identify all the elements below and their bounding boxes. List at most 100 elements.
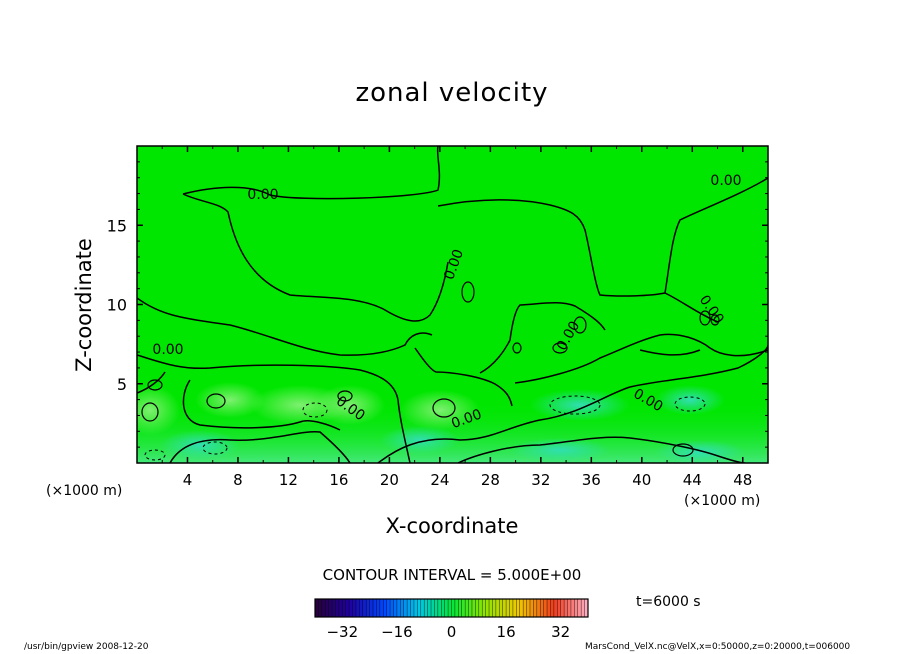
colorbar-cell	[359, 599, 364, 617]
colorbar-cell	[396, 599, 401, 617]
colorbar-cell	[471, 599, 476, 617]
x-tick-label: 16	[329, 471, 348, 489]
colorbar-cell	[424, 599, 428, 617]
colorbar-cell	[441, 599, 445, 617]
y-axis: 5 10 15	[107, 145, 768, 464]
colorbar-cell	[355, 599, 360, 617]
colorbar-cell	[379, 599, 384, 617]
colorbar-cell	[383, 599, 387, 617]
colorbar-cell	[315, 599, 319, 617]
colorbar-cell	[400, 599, 405, 617]
colorbar-cell	[332, 599, 336, 617]
colorbar-cell	[523, 599, 527, 617]
velocity-field	[137, 146, 768, 463]
y-axis-label: Z-coordinate	[72, 238, 96, 372]
contour-label: 0.00	[710, 173, 741, 189]
x-tick-label: 40	[632, 471, 651, 489]
contour-label: 0.00	[152, 342, 183, 358]
colorbar-cell	[444, 599, 449, 617]
colorbar-cell	[577, 599, 582, 617]
colorbar-cell	[475, 599, 480, 617]
colorbar-ticks: −32 −16 0 16 32	[326, 623, 570, 641]
colorbar-tick-label: −16	[381, 623, 413, 641]
colorbar-cell	[434, 599, 439, 617]
x-axis: 4 8 12 16 20 24 28 32 36 40 44 48	[136, 146, 769, 489]
colorbar-cell	[485, 599, 490, 617]
x-axis-label: X-coordinate	[385, 514, 519, 538]
colorbar-cell	[495, 599, 500, 617]
colorbar-cell	[540, 599, 544, 617]
colorbar-cell	[465, 599, 469, 617]
colorbar-cell	[342, 599, 347, 617]
x-tick-label: 28	[481, 471, 500, 489]
colorbar-tick-label: 16	[497, 623, 516, 641]
colorbar-cell	[335, 599, 340, 617]
colorbar-cell	[366, 599, 370, 617]
colorbar-cell	[492, 599, 497, 617]
colorbar-cell	[448, 599, 452, 617]
colorbar-cell	[584, 599, 589, 617]
colorbar-cell	[417, 599, 422, 617]
contour-lines	[137, 146, 768, 463]
colorbar-cell	[393, 599, 398, 617]
colorbar-cell	[403, 599, 408, 617]
colorbar-cell	[533, 599, 538, 617]
colorbar-cell	[386, 599, 391, 617]
colorbar-cell	[461, 599, 466, 617]
colorbar-cell	[553, 599, 558, 617]
colorbar-cell	[362, 599, 367, 617]
y-tick-label: 10	[107, 296, 127, 315]
colorbar-cell	[451, 599, 456, 617]
colorbar-cell	[574, 599, 579, 617]
colorbar-cell	[478, 599, 483, 617]
contour-loops	[141, 281, 720, 457]
colorbar-cell	[325, 599, 329, 617]
colorbar-cell	[499, 599, 503, 617]
colorbar-cell	[328, 599, 333, 617]
colorbar-cell	[369, 599, 374, 617]
colorbar-cell	[550, 599, 555, 617]
y-tick-label: 5	[117, 375, 127, 394]
x-tick-label: 20	[380, 471, 399, 489]
colorbar-cell	[506, 599, 510, 617]
contour-label: 0.00	[247, 187, 278, 203]
colorbar-cell	[458, 599, 463, 617]
colorbar-cell	[543, 599, 548, 617]
colorbar-cell	[345, 599, 350, 617]
colorbar-cell	[352, 599, 357, 617]
x-tick-label: 44	[683, 471, 702, 489]
colorbar-cell	[468, 599, 473, 617]
x-tick-label: 36	[582, 471, 601, 489]
x-unit-right: (×1000 m)	[684, 493, 761, 509]
colorbar-cell	[338, 599, 343, 617]
colorbar-tick-label: −32	[326, 623, 358, 641]
colorbar-cell	[560, 599, 565, 617]
colorbar-cell	[512, 599, 517, 617]
x-tick-label: 4	[183, 471, 193, 489]
colorbar-cell	[564, 599, 568, 617]
colorbar-cell	[321, 599, 326, 617]
colorbar-tick-label: 32	[551, 623, 570, 641]
colorbar-cell	[502, 599, 507, 617]
colorbar-cell	[526, 599, 531, 617]
x-tick-label: 48	[733, 471, 752, 489]
colorbar-cell	[516, 599, 521, 617]
y-tick-label: 15	[107, 216, 127, 235]
colorbar-cell	[581, 599, 585, 617]
contour-interval-label: CONTOUR INTERVAL = 5.000E+00	[322, 566, 582, 584]
negative-contours	[144, 395, 706, 461]
x-tick-label: 8	[233, 471, 243, 489]
colorbar-cell	[536, 599, 541, 617]
colorbar-cell	[390, 599, 394, 617]
x-tick-label: 32	[531, 471, 550, 489]
colorbar-cell	[407, 599, 411, 617]
x-tick-label: 24	[430, 471, 449, 489]
colorbar-cell	[373, 599, 377, 617]
colorbar-cell	[570, 599, 575, 617]
colorbar-cell	[529, 599, 534, 617]
colorbar-cell	[431, 599, 435, 617]
colorbar-cell	[567, 599, 572, 617]
colorbar-cell	[410, 599, 415, 617]
colorbar-cell	[489, 599, 493, 617]
